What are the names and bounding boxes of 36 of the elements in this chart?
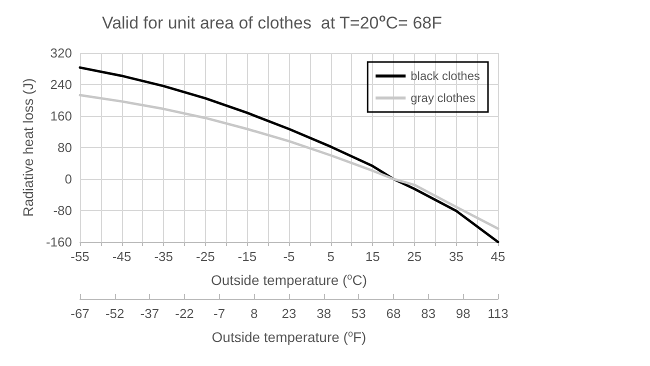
x-tick-label: 45 [490, 249, 506, 264]
x2-tick-label: -52 [105, 306, 124, 321]
x-tick-label: -25 [196, 249, 215, 264]
x2-tick-label: 23 [282, 306, 296, 321]
x-tick-label: -55 [70, 249, 90, 264]
y-tick-label: 0 [64, 172, 72, 186]
y-tick-label: 320 [50, 46, 72, 60]
x-tick-label: 15 [365, 249, 380, 264]
line-series [78, 66, 500, 244]
x2-tick-label: 68 [386, 306, 401, 321]
x2-tick-label: 98 [456, 306, 470, 321]
y-axis-title: Radiative heat loss (J) [20, 78, 36, 217]
x2-tick-label: 113 [488, 306, 508, 321]
x2-tick-label: 53 [351, 306, 366, 321]
line-series [78, 94, 500, 230]
x2-tick-label: -67 [70, 306, 90, 321]
y-tick-label: -160 [46, 234, 72, 250]
y-tick-label: -80 [53, 203, 72, 218]
x2-tick-label: 83 [421, 306, 436, 321]
x2-tick-label: -22 [175, 306, 194, 321]
x2-tick-label: -37 [140, 306, 160, 321]
x-tick-label: 35 [448, 249, 464, 264]
y-tick-label: 160 [50, 108, 72, 124]
x2-tick-label: -7 [214, 306, 226, 321]
y-tick-label: 80 [58, 140, 72, 155]
x-tick-label: 5 [327, 249, 334, 264]
x-tick-label: 25 [407, 249, 422, 264]
x-tick-label: -45 [112, 249, 132, 264]
x-tick-label: -35 [154, 249, 173, 264]
x2-tick-label: 38 [316, 306, 332, 321]
legend-label: gray clothes [410, 91, 476, 105]
legend-label: black clothes [410, 69, 480, 83]
x-tick-label: -15 [238, 249, 257, 264]
x2-tick-label: 8 [250, 306, 258, 321]
y-tick-label: 240 [50, 77, 72, 92]
x-tick-label: -5 [283, 249, 295, 264]
